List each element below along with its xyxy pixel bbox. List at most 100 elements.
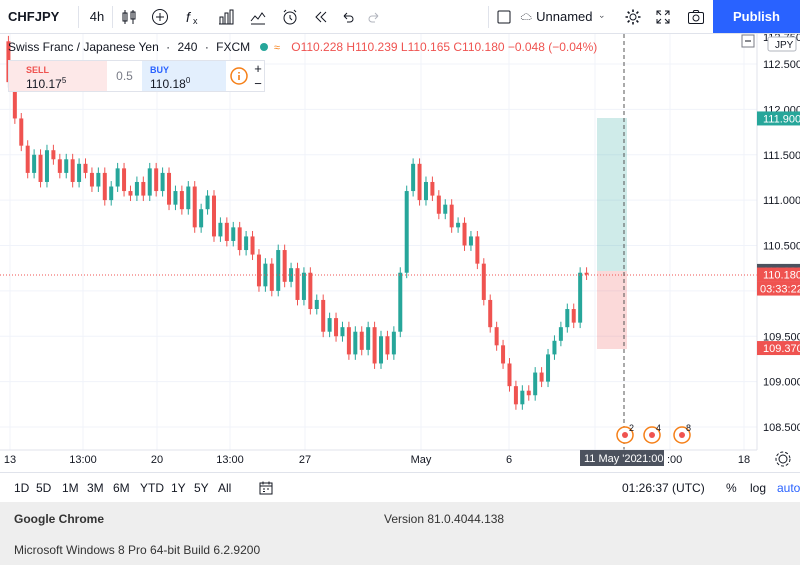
candles-icon[interactable] xyxy=(116,0,142,33)
legend-interval: 240 xyxy=(177,40,198,54)
browser-name: Google Chrome xyxy=(14,512,105,526)
candle-body xyxy=(19,118,24,146)
buy-price: 110.18 xyxy=(150,77,186,91)
range-button-ytd[interactable]: YTD xyxy=(140,480,164,495)
replay-icon[interactable] xyxy=(308,0,334,33)
sell-label: SELL xyxy=(26,65,50,75)
price-axis: 112.500112.000111.500111.000110.500110.0… xyxy=(741,32,800,434)
interval-button[interactable]: 4h xyxy=(89,9,105,24)
range-button-1y[interactable]: 1Y xyxy=(171,480,186,495)
range-button-1m[interactable]: 1M xyxy=(62,480,79,495)
browser-version: Version 81.0.4044.138 xyxy=(384,512,505,526)
time-tick-label: 20 xyxy=(151,454,163,466)
candle-body xyxy=(558,327,563,341)
long-position-target-zone[interactable] xyxy=(597,118,627,271)
target-price-label-text: 111.900 xyxy=(763,113,800,125)
buy-sell-panel: SELL 110.175 0.5 BUY 110.180 + − xyxy=(8,60,265,92)
utc-clock[interactable]: 01:26:37 (UTC) xyxy=(622,480,705,495)
camera-icon[interactable] xyxy=(682,0,710,33)
fullscreen-icon[interactable] xyxy=(650,0,676,33)
candle-body xyxy=(539,372,544,382)
settings-gear-icon[interactable] xyxy=(620,0,646,33)
publish-button[interactable]: Publish xyxy=(713,0,800,33)
candle-body xyxy=(134,181,139,196)
candle-body xyxy=(160,172,165,192)
crosshair-time-label xyxy=(580,450,664,466)
fullscreen-checkbox-icon[interactable] xyxy=(492,0,516,33)
candle-body xyxy=(231,227,236,241)
collapse-minus-icon[interactable]: − xyxy=(254,76,262,91)
toolbar-divider xyxy=(488,6,489,28)
price-tick-label: 109.000 xyxy=(763,377,800,389)
economic-event-icon[interactable]: 8 xyxy=(673,423,691,444)
candle-body xyxy=(411,163,416,192)
candle-body xyxy=(237,227,242,251)
redo-icon[interactable] xyxy=(362,0,386,33)
info-icon[interactable] xyxy=(229,66,249,86)
candle-body xyxy=(404,191,409,273)
auto-toggle[interactable]: auto xyxy=(777,480,800,495)
long-position-stop-zone[interactable] xyxy=(597,271,627,349)
currency-badge[interactable] xyxy=(767,36,797,52)
stop-price-label-text: 109.370 xyxy=(763,343,800,355)
candle-body xyxy=(250,236,255,255)
layout-name-button[interactable]: Unnamed xyxy=(520,0,604,33)
candle-body xyxy=(109,186,114,201)
indicators-plus-icon[interactable] xyxy=(146,0,174,33)
time-tick-label: 18 xyxy=(738,454,750,466)
candle-body xyxy=(391,331,396,355)
spread-value: 0.5 xyxy=(116,69,133,83)
undo-icon[interactable] xyxy=(336,0,360,33)
candle-body xyxy=(494,327,499,346)
alert-clock-icon[interactable] xyxy=(276,0,304,33)
log-toggle[interactable]: log xyxy=(750,480,767,495)
time-tick-label: 13:00 xyxy=(216,454,244,466)
range-button-5d[interactable]: 5D xyxy=(36,480,52,495)
chart-settings-gear-icon[interactable] xyxy=(775,451,791,467)
data-quality-icon[interactable]: ≈ xyxy=(273,42,280,54)
countdown-label xyxy=(757,281,800,296)
candle-body xyxy=(552,340,557,355)
economic-event-icon[interactable]: 2 xyxy=(616,423,634,444)
stop-price-label[interactable] xyxy=(757,341,800,356)
time-tick-label: May xyxy=(411,454,432,466)
buy-label: BUY xyxy=(150,65,170,75)
compare-icon[interactable] xyxy=(244,0,272,33)
time-tick-label: 13:00 xyxy=(69,454,97,466)
candle-body xyxy=(526,390,531,396)
candle-body xyxy=(218,222,223,237)
range-button-5y[interactable]: 5Y xyxy=(194,480,209,495)
buy-button[interactable]: BUY 110.180 xyxy=(142,61,226,91)
toolbar-divider xyxy=(78,6,79,28)
economic-event-icon[interactable]: 4 xyxy=(643,423,661,444)
chart-pane[interactable]: 112.500112.000111.500111.000110.500110.0… xyxy=(0,32,800,472)
candle-body xyxy=(12,82,17,119)
price-chart[interactable]: 112.500112.000111.500111.000110.500110.0… xyxy=(0,32,800,472)
candle-body xyxy=(186,186,191,210)
target-price-label[interactable] xyxy=(757,111,800,126)
range-button-1d[interactable]: 1D xyxy=(14,480,30,495)
range-button-6m[interactable]: 6M xyxy=(113,480,130,495)
candle-body xyxy=(423,181,428,201)
candle-body xyxy=(507,363,512,387)
instrument-name[interactable]: Swiss Franc / Japanese Yen xyxy=(8,40,159,54)
symbol-search-button[interactable]: CHFJPY xyxy=(8,9,60,24)
sell-button[interactable]: SELL 110.175 xyxy=(9,61,107,91)
os-info: Microsoft Windows 8 Pro 64-bit Build 6.2… xyxy=(14,543,261,557)
expand-plus-icon[interactable]: + xyxy=(254,61,262,76)
market-status-icon[interactable] xyxy=(259,43,268,51)
candle-body xyxy=(51,150,56,160)
time-tick-label: 6 xyxy=(506,454,512,466)
candle-body xyxy=(25,145,30,173)
candle-body xyxy=(456,222,461,228)
last-price-label[interactable] xyxy=(757,267,800,282)
crosshair-date-text: 11 May '20 xyxy=(584,453,637,465)
goto-date-calendar-icon[interactable] xyxy=(255,473,277,502)
range-button-all[interactable]: All xyxy=(218,480,232,495)
range-button-3m[interactable]: 3M xyxy=(87,480,104,495)
candle-body xyxy=(64,159,69,173)
percent-toggle[interactable]: % xyxy=(726,480,737,495)
layout-name-label: Unnamed xyxy=(536,9,593,24)
bar-chart-icon[interactable] xyxy=(212,0,240,33)
